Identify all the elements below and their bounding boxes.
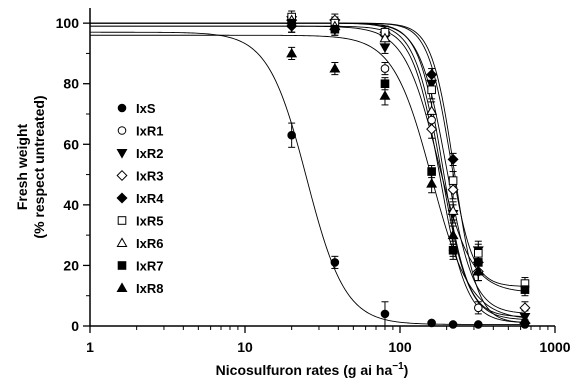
x-axis-title: Nicosulfuron rates (g ai ha−1) [216,361,409,378]
data-point-ixr7 [287,18,296,28]
data-point-ixr7 [520,285,530,294]
data-point-ixr8 [426,178,438,188]
data-point-ixr8 [447,229,459,240]
x-tick-label: 10 [237,339,253,355]
data-point-ixs [287,130,296,140]
legend-label-ixr4: IxR4 [136,191,164,206]
data-point-ixr5 [473,249,483,258]
data-point-ixr4 [447,153,459,165]
data-point-ixr7 [448,245,458,255]
fitted-curves [90,22,526,325]
data-points [286,12,531,329]
legend-marker-ixr6 [116,237,128,247]
y-tick-label: 0 [71,318,79,334]
legend-marker-ixr8 [116,282,128,292]
data-point-ixr8 [329,62,341,73]
x-axis-ticks: 1 10 100 1000 [86,326,571,355]
x-axis-title-main: Nicosulfuron rates (g ai ha [216,362,393,378]
x-tick-label: 100 [388,339,412,355]
y-axis-title-line1: Fresh weight [14,123,30,210]
data-point-ixs [427,318,436,328]
data-point-ixs [448,320,458,329]
legend: IxS IxR1 IxR2 IxR3 IxR4 IxR5 IxR6 IxR7 IxR8 [116,101,164,296]
data-point-ixr7 [380,79,390,89]
y-tick-label: 100 [56,15,80,31]
data-point-ixr2 [426,79,438,90]
legend-label-ixr5: IxR5 [136,214,163,229]
legend-marker-ixr3 [116,169,128,182]
data-point-ixr8 [472,265,484,276]
data-point-ixr6 [426,105,438,115]
data-point-ixr8 [519,314,531,324]
data-point-ixr3 [426,123,438,135]
x-tick-label: 1 [86,339,94,355]
legend-label-ixr7: IxR7 [136,259,163,274]
data-point-ixs [473,320,483,329]
legend-marker-ixr5 [117,216,127,225]
data-point-ixr5 [427,85,436,95]
data-point-ixr2 [379,43,391,53]
y-tick-label: 40 [63,197,79,213]
data-point-ixr3 [519,302,531,314]
data-point-ixr8 [379,90,391,100]
y-axis-title-line2: (% respect untreated) [31,95,47,238]
legend-marker-ixr1 [117,126,127,135]
data-point-ixr7 [330,24,340,34]
x-axis-title-close: ) [404,362,409,378]
data-point-ixs [330,258,340,267]
legend-label-ixr8: IxR8 [136,281,163,296]
data-point-ixs [380,309,390,319]
legend-marker-ixs [117,103,127,113]
data-point-ixr7 [473,258,483,267]
legend-label-ixr1: IxR1 [136,124,163,139]
legend-marker-ixr4 [116,192,128,204]
x-axis-title-superscript: −1 [392,361,404,372]
data-point-ixr7 [427,167,436,176]
y-tick-label: 60 [63,136,79,152]
data-point-ixr1 [427,115,436,125]
data-point-ixr6 [447,205,459,215]
data-point-ixr8 [286,47,298,58]
y-tick-label: 20 [63,257,79,273]
legend-label-ixs: IxS [136,101,156,116]
data-point-ixr3 [447,184,459,196]
axes [89,8,555,327]
legend-marker-ixr7 [117,261,127,270]
data-point-ixr5 [448,176,458,185]
legend-label-ixr2: IxR2 [136,146,163,161]
data-point-ixr1 [380,64,390,73]
fitted-curve [90,22,525,320]
legend-marker-ixr2 [116,149,128,159]
x-tick-label: 1000 [539,339,570,355]
data-point-ixr1 [473,303,483,313]
legend-label-ixr3: IxR3 [136,169,163,184]
data-point-ixr4 [426,69,438,81]
data-point-ixr6 [379,32,391,43]
y-tick-label: 80 [63,76,79,92]
error-bars [288,10,529,327]
y-axis-ticks: 0 20 40 60 80 100 [56,15,90,334]
legend-label-ixr6: IxR6 [136,236,163,251]
